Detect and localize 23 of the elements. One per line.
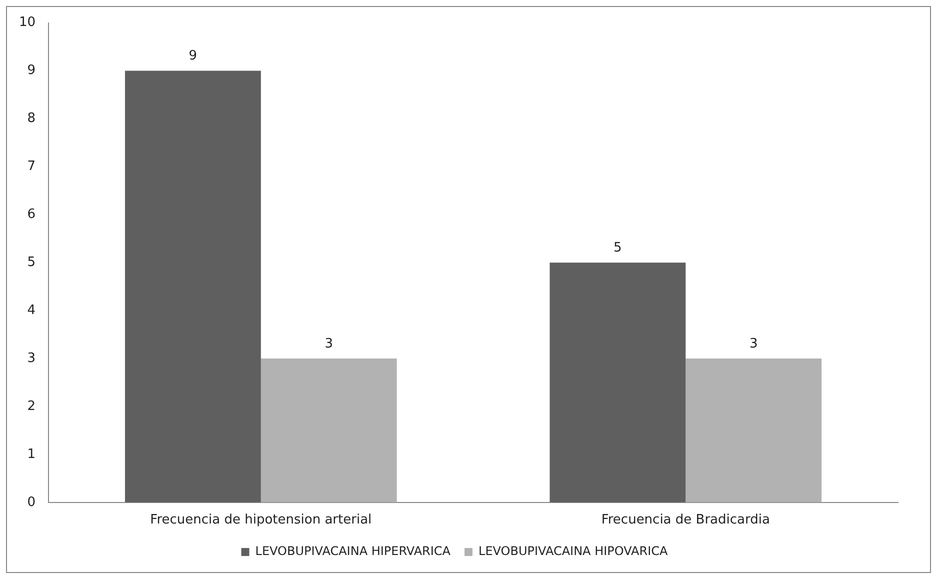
- bar: [686, 358, 822, 502]
- y-tick-label: 0: [27, 494, 36, 510]
- y-tick-label: 5: [27, 254, 36, 270]
- y-tick-label: 10: [18, 15, 36, 30]
- y-tick-label: 4: [27, 302, 36, 318]
- bar: [550, 262, 686, 502]
- bar: [124, 70, 261, 502]
- data-label: 3: [749, 336, 758, 352]
- y-tick-label: 2: [27, 398, 36, 414]
- data-label: 9: [188, 48, 198, 64]
- y-tick-label: 6: [27, 207, 36, 222]
- y-tick-label: 1: [27, 446, 36, 462]
- x-tick-label: Frecuencia de Bradicardia: [601, 512, 770, 528]
- legend-label: LEVOBUPIVACAINA HIPOVARICA: [478, 544, 669, 558]
- y-tick-label: 9: [27, 63, 36, 78]
- x-tick-label: Frecuencia de hipotension arterial: [150, 512, 372, 528]
- legend-label: LEVOBUPIVACAINA HIPERVARICA: [255, 544, 452, 558]
- y-tick-label: 7: [27, 159, 36, 174]
- bar: [260, 358, 397, 502]
- y-tick-label: 8: [27, 111, 36, 126]
- data-label: 3: [324, 336, 334, 352]
- y-tick-label: 3: [27, 350, 36, 366]
- data-label: 5: [614, 240, 622, 256]
